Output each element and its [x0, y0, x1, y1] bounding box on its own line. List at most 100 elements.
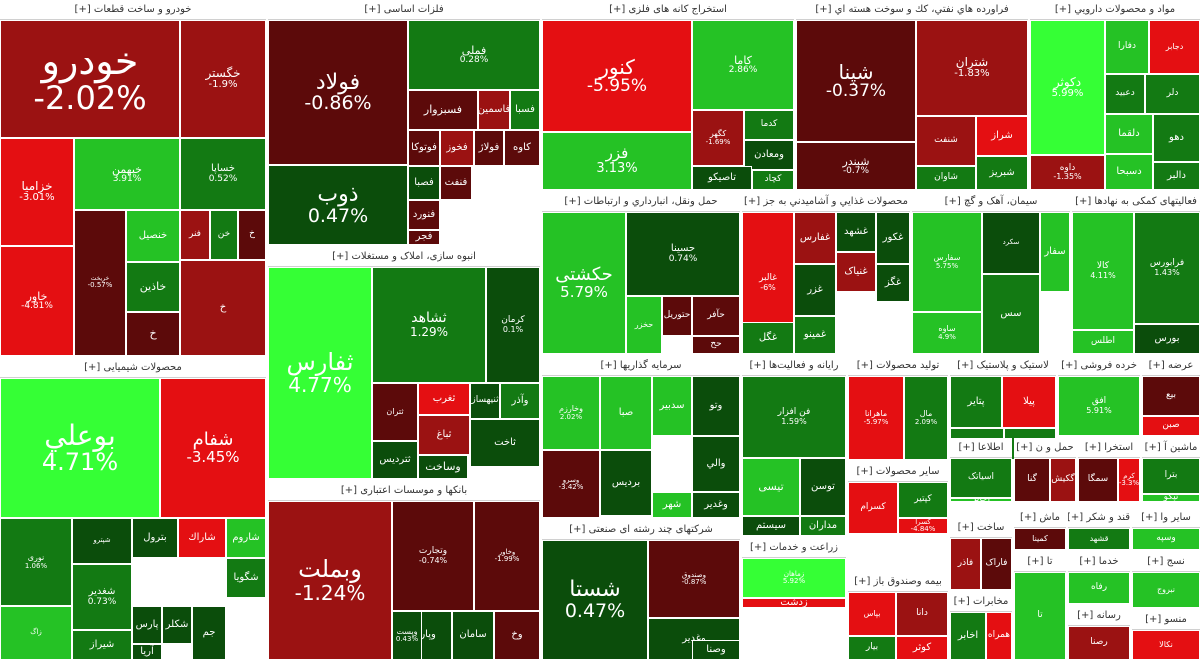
- stock-tile[interactable]: پتایر: [950, 376, 1002, 428]
- stock-tile[interactable]: بپاس: [848, 592, 896, 636]
- sector-title[interactable]: سرمایه گذاریها [+]: [542, 356, 740, 376]
- stock-tile[interactable]: ثفارس 4.77%: [268, 267, 372, 479]
- sector-title[interactable]: ساخت [+]: [950, 518, 1012, 538]
- stock-tile[interactable]: آریا: [132, 644, 162, 660]
- stock-tile[interactable]: دسبحا: [1105, 154, 1153, 190]
- stock-tile[interactable]: سفار: [1040, 212, 1070, 292]
- sector-title[interactable]: سایر محصولات [+]: [848, 462, 948, 482]
- sector-title[interactable]: حمل و ن [+]: [1014, 438, 1076, 458]
- stock-tile[interactable]: فنفت: [440, 166, 472, 200]
- stock-tile[interactable]: ثباغ: [418, 415, 470, 455]
- stock-tile[interactable]: داوه -1.35%: [1030, 155, 1105, 190]
- stock-tile[interactable]: زماهان 5.92%: [742, 558, 846, 598]
- stock-tile[interactable]: بوعلي 4.71%: [0, 378, 160, 518]
- stock-tile[interactable]: نکالا: [1132, 630, 1200, 660]
- stock-tile[interactable]: تا: [1014, 572, 1066, 660]
- stock-tile[interactable]: فن افزار 1.59%: [742, 376, 846, 458]
- sector-title[interactable]: بیمه وصندوق باز [+]: [848, 572, 948, 592]
- stock-tile[interactable]: وخ: [494, 611, 540, 660]
- stock-tile[interactable]: وصندوق -0.87%: [648, 540, 740, 618]
- stock-tile[interactable]: بیار: [848, 636, 896, 660]
- stock-tile[interactable]: سکرد: [982, 212, 1040, 274]
- stock-tile[interactable]: زاگ: [0, 606, 72, 660]
- stock-tile[interactable]: خاور -4.81%: [0, 246, 74, 356]
- stock-tile[interactable]: خبهمن 3.91%: [74, 138, 180, 210]
- stock-tile[interactable]: وخاور -1.99%: [474, 501, 540, 611]
- stock-tile[interactable]: جم: [192, 606, 226, 660]
- stock-tile[interactable]: کمینا: [1014, 528, 1066, 550]
- stock-tile[interactable]: دلر: [1145, 74, 1200, 114]
- stock-tile[interactable]: بورس: [1134, 324, 1200, 354]
- stock-tile[interactable]: خساپا 0.52%: [180, 138, 266, 210]
- stock-tile[interactable]: غفارس: [794, 212, 836, 264]
- stock-tile[interactable]: دفارا: [1105, 20, 1149, 74]
- stock-tile[interactable]: کگهر -1.69%: [692, 110, 744, 166]
- stock-tile[interactable]: شستا 0.47%: [542, 540, 648, 660]
- sector-title[interactable]: بانکها و موسسات اعتباری [+]: [268, 481, 540, 501]
- stock-tile[interactable]: فنورد: [408, 200, 440, 230]
- stock-tile[interactable]: حکشتی 5.79%: [542, 212, 626, 354]
- stock-tile[interactable]: خنصیل: [126, 210, 180, 262]
- stock-tile[interactable]: سفارس 5.75%: [912, 212, 982, 312]
- stock-tile[interactable]: تیسی: [742, 458, 800, 516]
- stock-tile[interactable]: ماهرانا -5.97%: [848, 376, 904, 460]
- stock-tile[interactable]: گکیش: [1050, 458, 1076, 502]
- stock-tile[interactable]: وصنا: [692, 640, 740, 660]
- stock-tile[interactable]: وساخت: [418, 455, 468, 479]
- stock-tile[interactable]: شبندر -0.7%: [796, 142, 916, 190]
- stock-tile[interactable]: وتجارت -0.74%: [392, 501, 474, 611]
- stock-tile[interactable]: توسن: [800, 458, 846, 516]
- stock-tile[interactable]: رفاه: [1068, 572, 1130, 604]
- stock-tile[interactable]: شهر: [652, 492, 692, 518]
- stock-tile[interactable]: فسبا: [510, 90, 540, 130]
- stock-tile[interactable]: حآفر: [692, 296, 740, 336]
- stock-tile[interactable]: وآذر: [500, 383, 540, 419]
- stock-tile[interactable]: اخابر: [950, 612, 986, 660]
- stock-tile[interactable]: فولاد -0.86%: [268, 20, 408, 165]
- stock-tile[interactable]: فاراک: [981, 538, 1012, 590]
- sector-title[interactable]: ماشین آ [+]: [1142, 438, 1200, 458]
- stock-tile[interactable]: دهو: [1153, 114, 1200, 162]
- stock-tile[interactable]: فسبزوار: [408, 90, 478, 130]
- stock-tile[interactable]: خاذین: [126, 262, 180, 312]
- stock-tile[interactable]: فاذر: [950, 538, 981, 590]
- stock-tile[interactable]: شکلر: [162, 606, 192, 644]
- stock-tile[interactable]: غگل: [742, 322, 794, 354]
- sector-title[interactable]: خودرو و ساخت قطعات [+]: [0, 0, 266, 20]
- stock-tile[interactable]: بترول: [132, 518, 178, 558]
- sector-title[interactable]: استخرا [+]: [1078, 438, 1140, 458]
- stock-tile[interactable]: کسرا -4.84%: [898, 518, 948, 534]
- stock-tile[interactable]: سیستم: [742, 516, 800, 536]
- stock-tile[interactable]: غگز: [876, 264, 910, 302]
- sector-title[interactable]: لاستیک و پلاستیک [+]: [950, 356, 1056, 376]
- stock-tile[interactable]: کرمان 0.1%: [486, 267, 540, 383]
- stock-tile[interactable]: کوثر: [896, 636, 948, 660]
- stock-tile[interactable]: خ: [180, 260, 266, 356]
- stock-tile[interactable]: غشهد: [836, 212, 876, 252]
- stock-tile[interactable]: سامان: [452, 611, 494, 660]
- stock-tile[interactable]: زدشت: [742, 598, 846, 608]
- stock-tile[interactable]: دلقما: [1105, 114, 1153, 154]
- stock-tile[interactable]: غنیاک: [836, 252, 876, 292]
- sector-title[interactable]: زراعت و خدمات [+]: [742, 538, 846, 558]
- stock-tile[interactable]: اخابر: [950, 498, 1012, 502]
- sector-title[interactable]: عرضه [+]: [1142, 356, 1200, 376]
- stock-tile[interactable]: ثتردیس: [372, 441, 418, 479]
- stock-tile[interactable]: اطلس: [1072, 330, 1134, 354]
- stock-tile[interactable]: وغدير: [692, 492, 740, 518]
- sector-title[interactable]: تا [+]: [1014, 552, 1066, 572]
- stock-tile[interactable]: کاوه: [504, 130, 540, 166]
- stock-tile[interactable]: سدبیر: [652, 376, 692, 436]
- stock-tile[interactable]: همراه: [986, 612, 1012, 660]
- stock-tile[interactable]: وسپه: [1132, 528, 1200, 550]
- sector-title[interactable]: خرده فروشی [+]: [1058, 356, 1140, 376]
- stock-tile[interactable]: حح: [692, 336, 740, 354]
- stock-tile[interactable]: نوری 1.06%: [0, 518, 72, 606]
- stock-tile[interactable]: مال 2.09%: [904, 376, 948, 460]
- stock-tile[interactable]: پیلا: [1002, 376, 1056, 428]
- stock-tile[interactable]: پارس: [132, 606, 162, 644]
- stock-tile[interactable]: شاروم: [226, 518, 266, 558]
- stock-tile[interactable]: شیراز: [72, 630, 132, 660]
- sector-title[interactable]: مواد و محصولات دارويي [+]: [1030, 0, 1200, 20]
- sector-title[interactable]: استخراج کانه های فلزی [+]: [542, 0, 794, 20]
